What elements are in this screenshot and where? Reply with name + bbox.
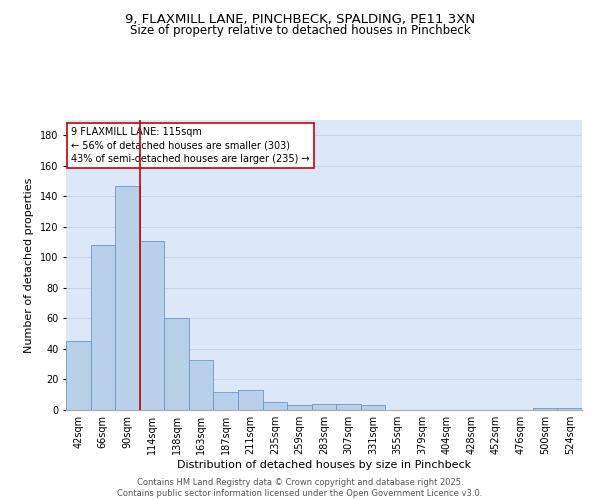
Bar bbox=[312, 404, 336, 410]
Bar bbox=[66, 342, 91, 410]
Text: 9, FLAXMILL LANE, PINCHBECK, SPALDING, PE11 3XN: 9, FLAXMILL LANE, PINCHBECK, SPALDING, P… bbox=[125, 12, 475, 26]
Bar bbox=[361, 406, 385, 410]
Text: Contains HM Land Registry data © Crown copyright and database right 2025.
Contai: Contains HM Land Registry data © Crown c… bbox=[118, 478, 482, 498]
Bar bbox=[263, 402, 287, 410]
Bar bbox=[189, 360, 214, 410]
Bar bbox=[164, 318, 189, 410]
Bar bbox=[287, 406, 312, 410]
Bar bbox=[533, 408, 557, 410]
Bar bbox=[214, 392, 238, 410]
Bar bbox=[336, 404, 361, 410]
Text: Size of property relative to detached houses in Pinchbeck: Size of property relative to detached ho… bbox=[130, 24, 470, 37]
Bar bbox=[557, 408, 582, 410]
Y-axis label: Number of detached properties: Number of detached properties bbox=[25, 178, 34, 352]
Text: 9 FLAXMILL LANE: 115sqm
← 56% of detached houses are smaller (303)
43% of semi-d: 9 FLAXMILL LANE: 115sqm ← 56% of detache… bbox=[71, 127, 310, 164]
Bar bbox=[115, 186, 140, 410]
Bar bbox=[140, 240, 164, 410]
X-axis label: Distribution of detached houses by size in Pinchbeck: Distribution of detached houses by size … bbox=[177, 460, 471, 470]
Bar bbox=[238, 390, 263, 410]
Bar bbox=[91, 245, 115, 410]
